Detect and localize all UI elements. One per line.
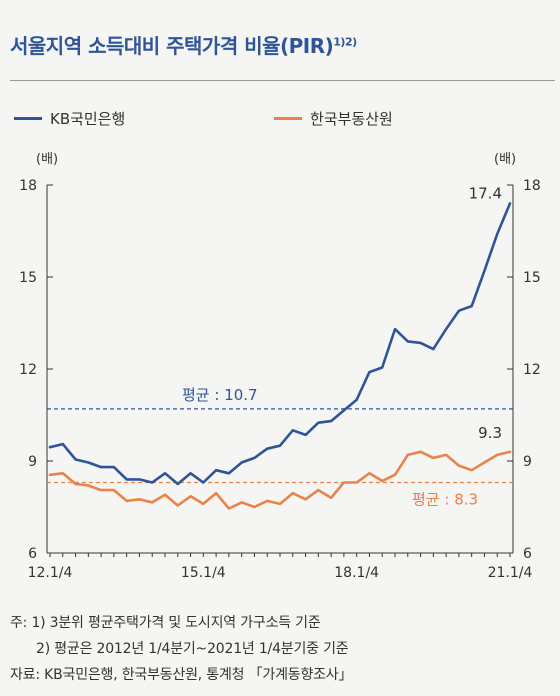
y-tick-label-right: 12 <box>523 362 541 378</box>
series-line-0 <box>48 202 512 486</box>
legend-label-reb: 한국부동산원 <box>310 110 393 128</box>
series-line-1 <box>48 450 512 510</box>
legend-swatch-reb <box>274 117 302 120</box>
legend-swatch-kb <box>14 117 42 120</box>
average-label-kb: 평균 : 10.7 <box>182 386 258 404</box>
legend-item-kb: KB국민은행 <box>14 108 125 129</box>
y-tick-label-left: 12 <box>19 362 37 378</box>
footnote-1: 주: 1) 3분위 평균주택가격 및 도시지역 가구소득 기준 <box>10 615 321 631</box>
y-tick-label-right: 6 <box>523 546 532 562</box>
y-tick-label-left: 18 <box>19 178 37 194</box>
average-label-reb: 평균 : 8.3 <box>412 490 478 508</box>
x-tick-label: 18.1/4 <box>334 565 379 581</box>
y-axis-unit-right: (배) <box>494 152 517 167</box>
y-tick-label-left: 9 <box>28 454 37 470</box>
x-tick-label: 21.1/4 <box>488 565 533 581</box>
source-note: 자료: KB국민은행, 한국부동산원, 통계청 「가계동향조사」 <box>10 667 353 683</box>
y-tick-label-right: 15 <box>523 270 541 286</box>
y-tick-label-right: 9 <box>523 454 532 470</box>
page-title: 서울지역 소득대비 주택가격 비율(PIR)1)2) <box>10 30 357 59</box>
y-axis-unit-left: (배) <box>36 152 59 167</box>
legend-label-kb: KB국민은행 <box>50 110 126 128</box>
end-label-reb: 9.3 <box>478 424 502 442</box>
x-tick-label: 12.1/4 <box>28 565 73 581</box>
end-label-kb: 17.4 <box>469 184 502 202</box>
footnote-2: 2) 평균은 2012년 1/4분기~2021년 1/4분기중 기준 <box>36 641 349 657</box>
title-footnote-marker: 1)2) <box>333 35 357 49</box>
title-text: 서울지역 소득대비 주택가격 비율(PIR) <box>10 34 334 58</box>
y-tick-label-left: 15 <box>19 270 37 286</box>
y-tick-label-right: 18 <box>523 178 541 194</box>
title-divider <box>10 80 555 81</box>
x-tick-label: 15.1/4 <box>181 565 226 581</box>
y-tick-label-left: 6 <box>28 546 37 562</box>
legend-item-reb: 한국부동산원 <box>274 108 393 129</box>
